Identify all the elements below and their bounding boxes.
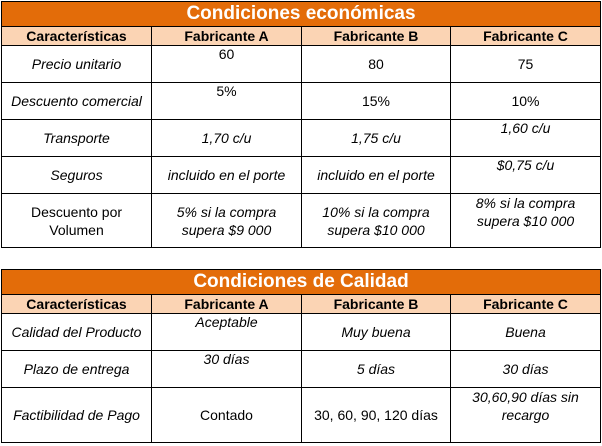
cell-b: incluido en el porte (301, 156, 451, 194)
quality-table-title: Condiciones de Calidad (1, 269, 601, 295)
cell-c: 10% (450, 82, 601, 120)
cell-b: 1,75 c/u (301, 119, 451, 157)
cell-b: 30, 60, 90, 120 días (301, 387, 451, 443)
cell-line: supera $9 000 (181, 221, 272, 238)
cell-a: 30 días (151, 350, 302, 388)
table-row: Transporte 1,70 c/u 1,75 c/u 1,60 c/u (1, 119, 601, 157)
row-label: Seguros (1, 156, 152, 194)
table-row: Precio unitario 60 80 75 (1, 45, 601, 83)
table-row: Descuento comercial 5% 15% 10% (1, 82, 601, 120)
economic-conditions-table: Condiciones económicas Características F… (1, 1, 601, 248)
row-label: Precio unitario (1, 45, 152, 83)
header-manufacturer-c: Fabricante C (450, 26, 601, 46)
cell-line: recargo (501, 407, 550, 423)
row-label: Descuento por Volumen (1, 193, 152, 248)
cell-a: 5% si la compra supera $9 000 (151, 193, 302, 248)
cell-line: 5% si la compra (176, 203, 277, 220)
cell-a: Contado (151, 387, 302, 443)
cell-a: 60 (151, 45, 302, 83)
cell-a: incluido en el porte (151, 156, 302, 194)
cell-line: supera $10 000 (476, 213, 575, 229)
row-label: Plazo de entrega (1, 350, 152, 388)
cell-b: Muy buena (301, 313, 451, 351)
table-row: Plazo de entrega 30 días 5 días 30 días (1, 350, 601, 388)
cell-c: 75 (450, 45, 601, 83)
table-row: Seguros incluido en el porte incluido en… (1, 156, 601, 194)
row-label: Descuento comercial (1, 82, 152, 120)
cell-b: 5 días (301, 350, 451, 388)
row-label-line: Descuento por (30, 203, 123, 220)
cell-c: 8% si la compra supera $10 000 (450, 193, 601, 248)
row-label: Transporte (1, 119, 152, 157)
economic-table-title: Condiciones económicas (1, 1, 601, 27)
table-row: Factibilidad de Pago Contado 30, 60, 90,… (1, 387, 601, 443)
cell-c: $0,75 c/u (450, 156, 601, 194)
header-characteristics: Características (1, 294, 152, 314)
header-manufacturer-b: Fabricante B (301, 26, 451, 46)
header-manufacturer-a: Fabricante A (151, 294, 302, 314)
cell-c: 30 días (450, 350, 601, 388)
cell-a: 5% (151, 82, 302, 120)
cell-line: supera $10 000 (327, 221, 425, 238)
row-label: Factibilidad de Pago (1, 387, 152, 443)
cell-b: 80 (301, 45, 451, 83)
header-manufacturer-c: Fabricante C (450, 294, 601, 314)
header-manufacturer-a: Fabricante A (151, 26, 302, 46)
row-label-line: Volumen (49, 221, 104, 238)
cell-c: 30,60,90 días sin recargo (450, 387, 601, 443)
quality-conditions-table: Condiciones de Calidad Características F… (1, 269, 601, 443)
cell-b: 10% si la compra supera $10 000 (301, 193, 451, 248)
cell-c: 1,60 c/u (450, 119, 601, 157)
cell-a: 1,70 c/u (151, 119, 302, 157)
cell-c: Buena (450, 313, 601, 351)
table-row: Calidad del Producto Aceptable Muy buena… (1, 313, 601, 351)
header-manufacturer-b: Fabricante B (301, 294, 451, 314)
table-row: Descuento por Volumen 5% si la compra su… (1, 193, 601, 248)
cell-a: Aceptable (151, 313, 302, 351)
cell-b: 15% (301, 82, 451, 120)
cell-line: 8% si la compra (475, 195, 576, 211)
cell-line: 10% si la compra (322, 203, 430, 220)
row-label: Calidad del Producto (1, 313, 152, 351)
cell-line: 30,60,90 días sin (472, 389, 579, 405)
header-characteristics: Características (1, 26, 152, 46)
